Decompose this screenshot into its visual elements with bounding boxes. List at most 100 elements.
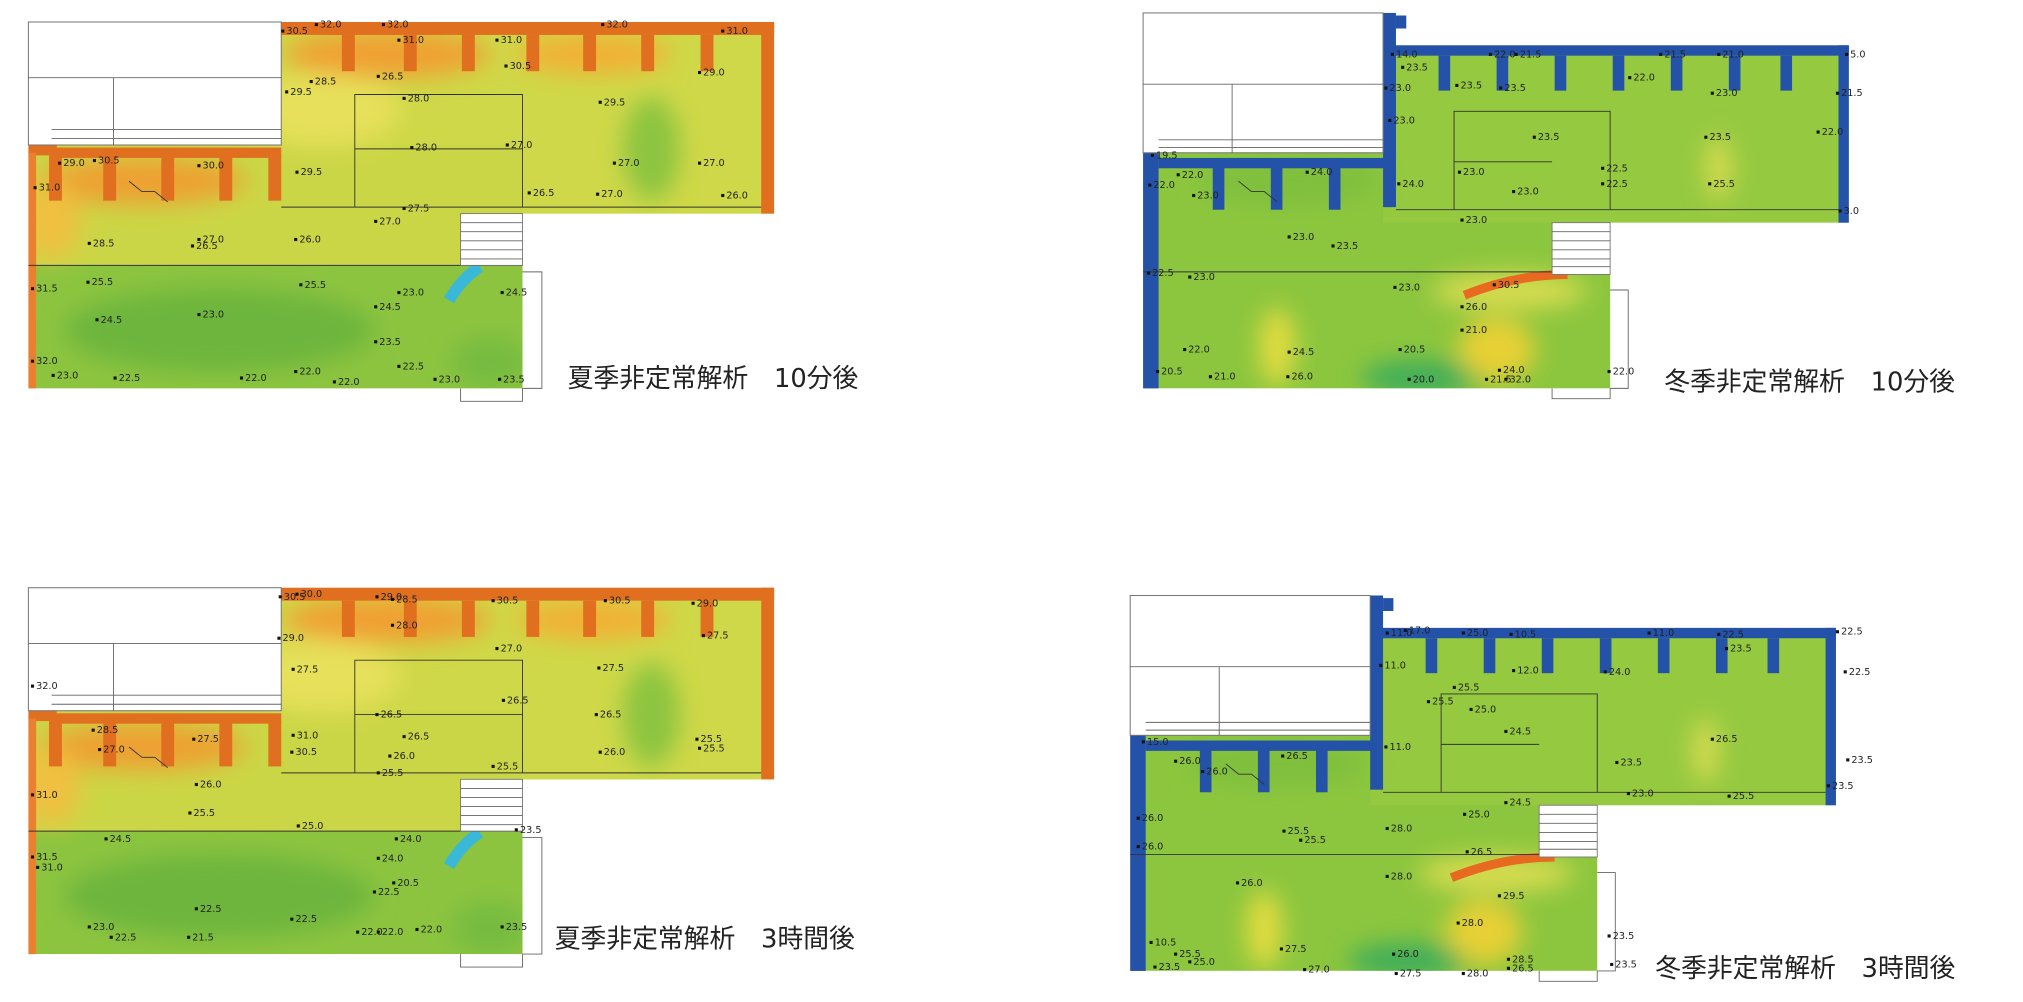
probe-point [501,698,505,702]
temperature-label: 23.5 [379,337,401,348]
probe-point [376,771,380,775]
panel-caption: 夏季非定常解析 10分後 [568,364,859,394]
probe-point [1717,632,1721,636]
temperature-label: 28.0 [1391,824,1413,835]
probe-point [1846,758,1850,762]
probe-point [299,283,303,287]
temperature-label: 26.0 [1466,302,1488,313]
probe-point [194,782,198,787]
probe-point [1835,630,1840,634]
temperature-label: 24.5 [1510,726,1532,737]
temperature-label: 29.5 [301,167,323,178]
temperature-label: 5.0 [1850,49,1865,60]
probe-point [98,748,102,752]
temperature-label: 25.5 [703,743,725,754]
temperature-label: 30.5 [510,61,532,72]
probe-point [1497,368,1501,372]
probe-point [1514,52,1518,56]
probe-point [294,369,298,374]
probe-point [612,161,616,165]
probe-point [1463,812,1467,816]
temperature-label: 26.5 [507,695,529,706]
probe-point [1384,86,1388,90]
probe-point [30,855,35,859]
probe-point [197,164,201,168]
probe-point [1506,957,1511,961]
probe-point [505,143,509,147]
probe-point [332,380,336,384]
probe-point [381,23,385,27]
probe-point [697,70,702,75]
probe-point [1724,647,1729,651]
temperature-label: 23.5 [1851,755,1873,766]
temperature-label: 29.5 [1503,891,1525,902]
temperature-label: 26.5 [408,732,430,743]
probe-point [1456,921,1460,925]
probe-point [397,291,401,295]
temperature-label: 29.0 [703,67,725,78]
temperature-label: 26.0 [1142,842,1164,853]
temperature-label: 31.5 [36,852,58,863]
temperature-label: 22.0 [1613,367,1635,378]
temperature-label: 32.0 [606,20,628,31]
temperature-label: 24.0 [1402,179,1424,190]
temperature-label: 11.0 [1653,628,1675,639]
probe-point [1407,377,1411,381]
probe-point [697,161,702,165]
probe-point [721,29,725,33]
probe-point [1201,770,1205,774]
temperature-label: 24.5 [1293,347,1315,358]
temperature-label: 26.5 [1286,751,1308,762]
temperature-label: 22.0 [1182,170,1204,181]
temperature-label: 32.0 [36,681,58,692]
temperature-label: 22.0 [338,377,360,388]
probe-point [1401,65,1405,69]
temperature-label: 26.5 [533,188,555,199]
temperature-label: 28.5 [396,594,418,605]
probe-point [697,746,702,750]
temperature-label: 26.5 [381,710,403,721]
temperature-label: 20.5 [397,878,419,889]
temperature-label: 10.5 [1515,629,1537,640]
temperature-label: 25.5 [1713,179,1735,190]
temperature-label: 22.0 [421,924,443,935]
temperature-label: 23.5 [1538,132,1560,143]
temperature-label: 27.0 [1308,965,1330,976]
temperature-label: 22.0 [361,927,383,938]
probe-point [402,96,406,100]
temperature-label: 28.5 [1512,954,1534,965]
temperature-label: 21.5 [1841,88,1863,99]
temperature-label: 25.0 [1193,957,1215,968]
temperature-label: 26.5 [1512,963,1534,974]
probe-point [192,737,196,741]
probe-point [695,737,699,741]
temperature-label: 31.0 [41,862,63,873]
temperature-label: 28.0 [1391,871,1413,882]
probe-point [1452,685,1456,689]
temperature-label: 25.5 [1733,791,1755,802]
probe-point [1506,966,1511,970]
probe-point [1615,760,1619,765]
temperature-label: 22.5 [1606,179,1628,190]
temperature-label: 26.0 [1142,813,1164,824]
probe-point [1465,850,1469,854]
probe-point [1469,707,1473,711]
temperature-label: 11.0 [1390,742,1412,753]
temperature-label: 24.5 [1510,798,1532,809]
temperature-label: 28.5 [93,238,115,249]
probe-point [1601,166,1605,170]
probe-point [1385,874,1389,878]
probe-point [30,793,35,797]
temperature-label: 23.0 [1632,789,1654,800]
probe-point [1512,190,1516,194]
temperature-label: 23.5 [503,374,525,385]
temperature-label: 23.0 [1393,115,1415,126]
temperature-label: 30.0 [301,589,323,600]
probe-point [721,193,725,198]
probe-point [374,340,378,344]
temperature-label: 30.5 [284,592,306,603]
temperature-label: 31.0 [726,26,748,37]
temperature-label: 23.5 [1460,80,1482,91]
temperature-label: 23.0 [1517,187,1539,198]
